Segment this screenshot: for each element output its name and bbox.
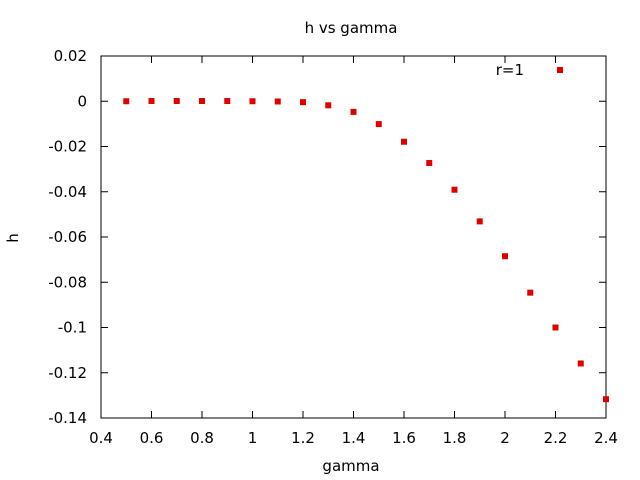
x-tick-label: 0.6: [140, 429, 164, 447]
x-tick-label: 2: [500, 429, 510, 447]
x-tick-label: 0.8: [190, 429, 214, 447]
y-tick-label: -0.06: [48, 228, 87, 246]
x-tick-label: 2.4: [594, 429, 618, 447]
data-point: [325, 102, 332, 109]
data-point: [527, 289, 534, 296]
y-tick-label: 0.02: [54, 47, 87, 65]
y-tick-label: -0.12: [48, 364, 87, 382]
data-point: [173, 98, 180, 105]
data-point: [274, 98, 281, 105]
legend-marker: [557, 67, 563, 73]
x-tick-label: 0.4: [89, 429, 113, 447]
data-point: [375, 121, 382, 128]
data-point: [224, 98, 231, 105]
y-tick-label: -0.1: [58, 319, 87, 337]
data-point: [577, 360, 584, 367]
x-tick-labels: 0.4 0.6 0.8 1 1.2 1.4 1.6 1.8 2 2.2 2.4: [89, 429, 618, 447]
data-point: [426, 160, 433, 167]
data-point: [148, 98, 155, 105]
data-point: [552, 324, 559, 331]
data-point: [249, 98, 256, 105]
data-point: [476, 218, 483, 225]
legend-label: r=1: [496, 61, 524, 79]
data-point: [502, 253, 508, 260]
x-tick-label: 1.4: [342, 429, 366, 447]
y-tick-label: 0: [77, 92, 87, 110]
data-point: [451, 186, 458, 193]
x-axis-label: gamma: [322, 457, 379, 475]
x-tick-label: 1.8: [443, 429, 467, 447]
data-point: [199, 98, 205, 105]
y-axis-label: h: [4, 233, 22, 243]
legend-marker-symbol: [557, 67, 563, 73]
data-point: [123, 98, 130, 105]
data-point: [401, 138, 407, 145]
x-tick-label: 1.2: [291, 429, 315, 447]
data-points: [123, 98, 609, 403]
legend: r=1: [496, 61, 563, 79]
axis-ticks: [100, 55, 607, 419]
y-tick-label: -0.04: [48, 183, 87, 201]
y-tick-label: -0.14: [48, 409, 87, 427]
x-tick-label: 1.6: [392, 429, 416, 447]
chart-title: h vs gamma: [305, 19, 398, 37]
y-tick-label: -0.02: [48, 138, 87, 156]
data-point: [350, 108, 357, 115]
x-tick-label: 1: [248, 429, 258, 447]
data-point: [603, 396, 609, 403]
data-point: [300, 99, 306, 106]
y-tick-label: -0.08: [48, 273, 87, 291]
y-tick-labels: 0.02 0 -0.02 -0.04 -0.06 -0.08 -0.1 -0.12 -0.14: [48, 47, 87, 427]
x-tick-label: 2.2: [544, 429, 568, 447]
